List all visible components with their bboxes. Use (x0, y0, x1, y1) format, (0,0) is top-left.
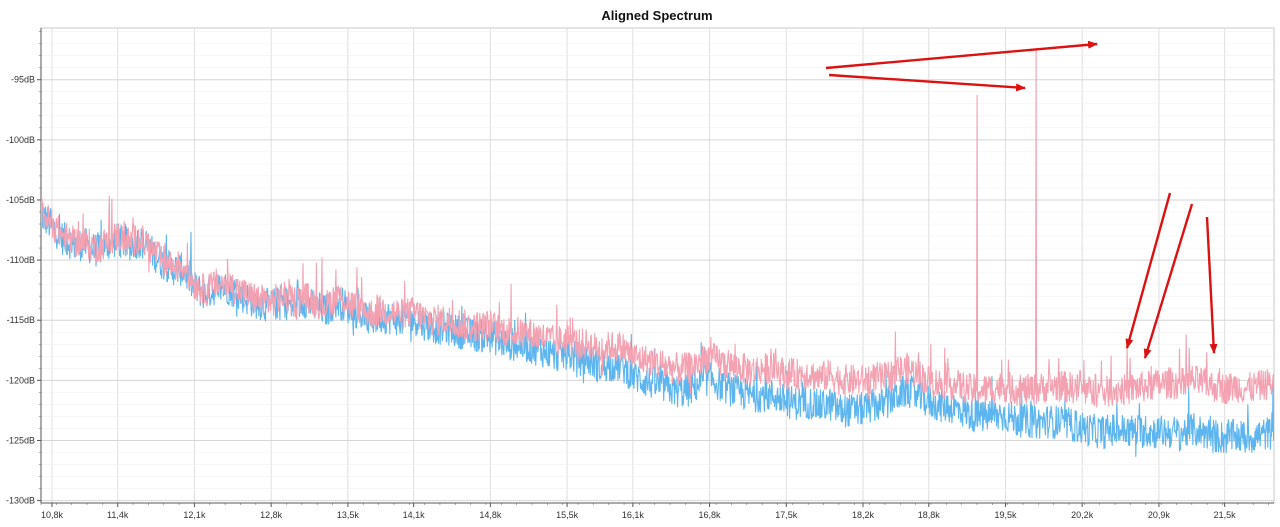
annotation-arrow (1205, 216, 1218, 354)
series-line-pink (41, 47, 1274, 408)
annotation-arrow (1143, 203, 1194, 359)
x-tick-label: 11,4k (107, 510, 129, 520)
x-tick-label: 17,5k (775, 510, 798, 520)
x-tick-label: 15,5k (556, 510, 579, 520)
x-tick-label: 18,8k (918, 510, 941, 520)
x-tick-label: 12,8k (260, 510, 283, 520)
x-tick-label: 20,2k (1071, 510, 1094, 520)
y-tick-label: -110dB (7, 255, 35, 265)
x-tick-label: 12,1k (183, 510, 206, 520)
grid (40, 27, 1275, 504)
series-layer (41, 47, 1274, 458)
x-tick-label: 20,9k (1148, 510, 1171, 520)
x-tick-label: 14,8k (479, 510, 502, 520)
annotation-layer (825, 40, 1218, 359)
axes: 10,8k 11,4k 12,1k 12,8k 13,5k 14,1k 14,8k 15,5k… (6, 28, 1274, 520)
y-tick-label: -130dB (6, 496, 35, 506)
x-tick-label: 10,8k (41, 510, 64, 520)
annotation-arrow (828, 73, 1026, 92)
y-tick-label: -100dB (6, 135, 35, 145)
annotation-arrow (1125, 192, 1172, 349)
chart-title: Aligned Spectrum (601, 8, 712, 23)
y-tick-label: -115dB (7, 315, 35, 325)
annotation-arrow (825, 40, 1098, 70)
plot-area (40, 27, 1275, 504)
x-tick-label: 16,8k (699, 510, 722, 520)
y-tick-label: -120dB (6, 375, 35, 385)
x-tick-label: 19,5k (994, 510, 1017, 520)
x-tick-label: 16,1k (622, 510, 645, 520)
y-tick-label: -105dB (6, 195, 35, 205)
y-tick-label: -125dB (6, 435, 35, 445)
x-tick-label: 14,1k (403, 510, 426, 520)
x-tick-label: 21,5k (1214, 510, 1237, 520)
y-tick-label: -95dB (11, 75, 35, 85)
x-tick-label: 13,5k (337, 510, 360, 520)
x-tick-label: 18,2k (852, 510, 875, 520)
